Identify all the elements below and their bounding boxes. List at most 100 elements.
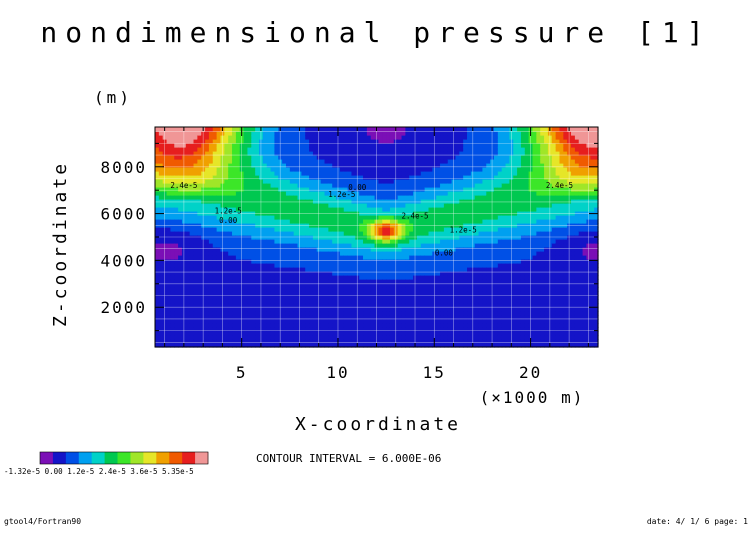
contour-cell bbox=[432, 335, 437, 340]
contour-cell bbox=[320, 155, 326, 160]
contour-cell bbox=[382, 271, 387, 276]
contour-cell bbox=[463, 275, 468, 280]
contour-cell bbox=[293, 279, 299, 284]
contour-cell bbox=[224, 311, 229, 316]
contour-cell bbox=[324, 187, 329, 192]
contour-cell bbox=[255, 291, 260, 296]
contour-cell bbox=[251, 271, 256, 276]
contour-cell bbox=[251, 167, 256, 172]
contour-cell bbox=[459, 143, 464, 148]
contour-cell bbox=[174, 287, 179, 292]
contour-cell bbox=[189, 183, 195, 188]
contour-cell bbox=[397, 143, 403, 148]
contour-cell bbox=[413, 219, 418, 224]
contour-cell bbox=[366, 255, 372, 260]
contour-cell bbox=[155, 127, 160, 132]
contour-cell bbox=[174, 283, 179, 288]
contour-cell bbox=[459, 159, 464, 164]
contour-cell bbox=[493, 335, 499, 340]
contour-cell bbox=[386, 303, 391, 308]
contour-cell bbox=[262, 323, 268, 328]
contour-cell bbox=[320, 175, 326, 180]
contour-cell bbox=[247, 239, 252, 244]
contour-cell bbox=[447, 219, 453, 224]
contour-cell bbox=[370, 143, 376, 148]
contour-cell bbox=[189, 339, 195, 344]
contour-cell bbox=[232, 171, 237, 176]
contour-cell bbox=[413, 299, 418, 304]
contour-cell bbox=[401, 275, 406, 280]
contour-cell bbox=[243, 339, 249, 344]
contour-cell bbox=[428, 191, 433, 196]
contour-cell bbox=[463, 291, 468, 296]
contour-cell bbox=[243, 231, 249, 236]
contour-cell bbox=[463, 335, 468, 340]
contour-cell bbox=[166, 191, 172, 196]
contour-cell bbox=[478, 219, 484, 224]
contour-cell bbox=[397, 275, 403, 280]
contour-cell bbox=[166, 227, 172, 232]
contour-cell bbox=[451, 319, 457, 324]
contour-cell bbox=[474, 163, 480, 168]
contour-cell bbox=[339, 303, 345, 308]
contour-cell bbox=[351, 315, 356, 320]
contour-cell bbox=[467, 167, 472, 172]
contour-cell bbox=[185, 175, 191, 180]
contour-cell bbox=[208, 207, 214, 212]
contour-cell bbox=[451, 271, 457, 276]
contour-cell bbox=[416, 203, 422, 208]
contour-cell bbox=[332, 327, 337, 332]
contour-cell bbox=[282, 319, 287, 324]
contour-cell bbox=[497, 199, 503, 204]
contour-cell bbox=[178, 127, 183, 132]
contour-cell bbox=[470, 207, 476, 212]
contour-cell bbox=[486, 299, 491, 304]
contour-cell bbox=[174, 243, 179, 248]
contour-cell bbox=[155, 167, 160, 172]
contour-cell bbox=[243, 247, 249, 252]
contour-cell bbox=[197, 135, 202, 140]
contour-cell bbox=[208, 287, 214, 292]
contour-cell bbox=[309, 187, 314, 192]
contour-cell bbox=[386, 147, 391, 152]
contour-cell bbox=[455, 327, 460, 332]
contour-cell bbox=[216, 147, 222, 152]
contour-cell bbox=[332, 187, 337, 192]
contour-cell bbox=[324, 303, 329, 308]
contour-cell bbox=[282, 335, 287, 340]
contour-cell bbox=[320, 231, 326, 236]
contour-cell bbox=[243, 147, 249, 152]
contour-cell bbox=[255, 339, 260, 344]
contour-cell bbox=[312, 231, 318, 236]
contour-cell bbox=[416, 311, 422, 316]
contour-cell bbox=[232, 215, 237, 220]
contour-cell bbox=[285, 155, 291, 160]
contour-cell bbox=[339, 239, 345, 244]
contour-cell bbox=[416, 163, 422, 168]
contour-cell bbox=[332, 159, 337, 164]
contour-cell bbox=[463, 331, 468, 336]
contour-cell bbox=[285, 219, 291, 224]
contour-cell bbox=[220, 143, 225, 148]
contour-cell bbox=[185, 327, 191, 332]
contour-cell bbox=[478, 151, 484, 156]
contour-cell bbox=[259, 199, 264, 204]
contour-cell bbox=[212, 323, 218, 328]
contour-cell bbox=[420, 291, 426, 296]
contour-cell bbox=[247, 171, 252, 176]
contour-cell bbox=[324, 251, 329, 256]
contour-cell bbox=[181, 191, 187, 196]
contour-cell bbox=[420, 287, 426, 292]
contour-cell bbox=[158, 199, 164, 204]
contour-cell bbox=[208, 227, 214, 232]
contour-cell bbox=[370, 179, 376, 184]
contour-cell bbox=[228, 183, 233, 188]
contour-cell bbox=[270, 271, 276, 276]
contour-cell bbox=[216, 295, 222, 300]
contour-cell bbox=[220, 335, 225, 340]
contour-cell bbox=[185, 243, 191, 248]
contour-cell bbox=[328, 215, 333, 220]
contour-cell bbox=[389, 163, 395, 168]
contour-cell bbox=[386, 307, 391, 312]
contour-cell bbox=[420, 227, 426, 232]
